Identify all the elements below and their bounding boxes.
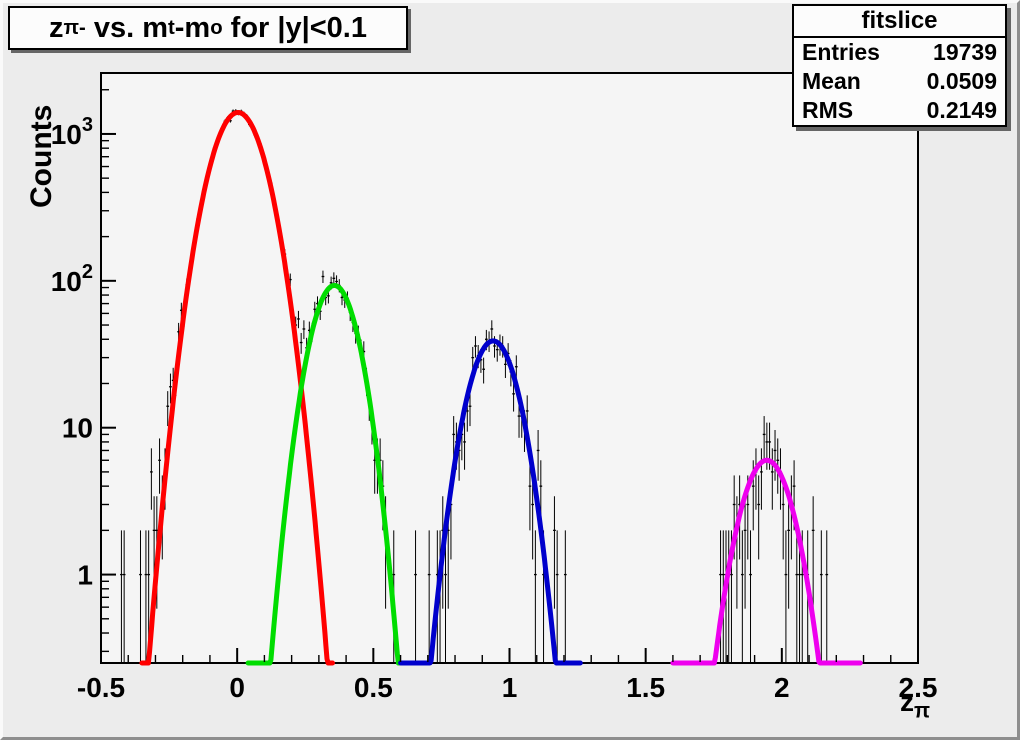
y-tick-label: 10 [62, 413, 93, 444]
stats-label: Entries [802, 39, 880, 65]
x-tick-label: 2 [774, 672, 790, 703]
stats-label: Mean [802, 68, 861, 94]
stats-row-mean: Mean 0.0509 [794, 67, 1005, 96]
plot-title-sub: t [168, 16, 175, 39]
stats-row-entries: Entries 19739 [794, 38, 1005, 67]
fit-curve-gaussian-peak-2 [398, 338, 583, 666]
plot-title-part: z [48, 11, 64, 44]
x-tick-label: 1 [502, 672, 518, 703]
y-tick-label: 1 [77, 560, 93, 591]
plot-title-part: vs. m [85, 11, 168, 44]
x-tick-label: 0.5 [354, 672, 393, 703]
stats-value: 0.0509 [926, 68, 997, 94]
stats-value: 19739 [933, 39, 997, 65]
x-axis-title-sub: π [914, 699, 931, 723]
plot-title-part: -m [174, 11, 211, 44]
stats-label: RMS [802, 97, 854, 123]
plot-title-box: z π- vs. m t -m o for |y|<0.1 [8, 6, 408, 50]
stats-box: fitslice Entries 19739 Mean 0.0509 RMS 0… [792, 4, 1007, 127]
fit-curve-gaussian-peak-1 [245, 283, 409, 666]
x-tick-label: 0 [229, 672, 245, 703]
y-tick-label: 103 [51, 114, 93, 150]
plot-frame-border [100, 72, 919, 664]
stats-box-title: fitslice [794, 6, 1005, 38]
plot-title-sub: o [210, 16, 223, 39]
stats-value: 0.2149 [926, 97, 997, 123]
plot-area: -0.5 0 0.5 1 1.5 2 2.5 1 10 102 103 [51, 72, 938, 703]
x-tick-label: 2.5 [899, 672, 938, 703]
x-axis-title-main: z [900, 686, 914, 717]
plot-title-sub: π- [63, 16, 86, 39]
plot-title-part: for |y|<0.1 [222, 11, 367, 44]
x-tick-label: -0.5 [77, 672, 125, 703]
y-axis-title: Counts [25, 104, 58, 208]
stats-row-rms: RMS 0.2149 [794, 96, 1005, 125]
x-axis-title: zπ [900, 686, 930, 723]
x-tick-label: 1.5 [626, 672, 665, 703]
fit-curve-gaussian-peak-3 [670, 457, 863, 666]
y-tick-label: 102 [51, 261, 93, 297]
